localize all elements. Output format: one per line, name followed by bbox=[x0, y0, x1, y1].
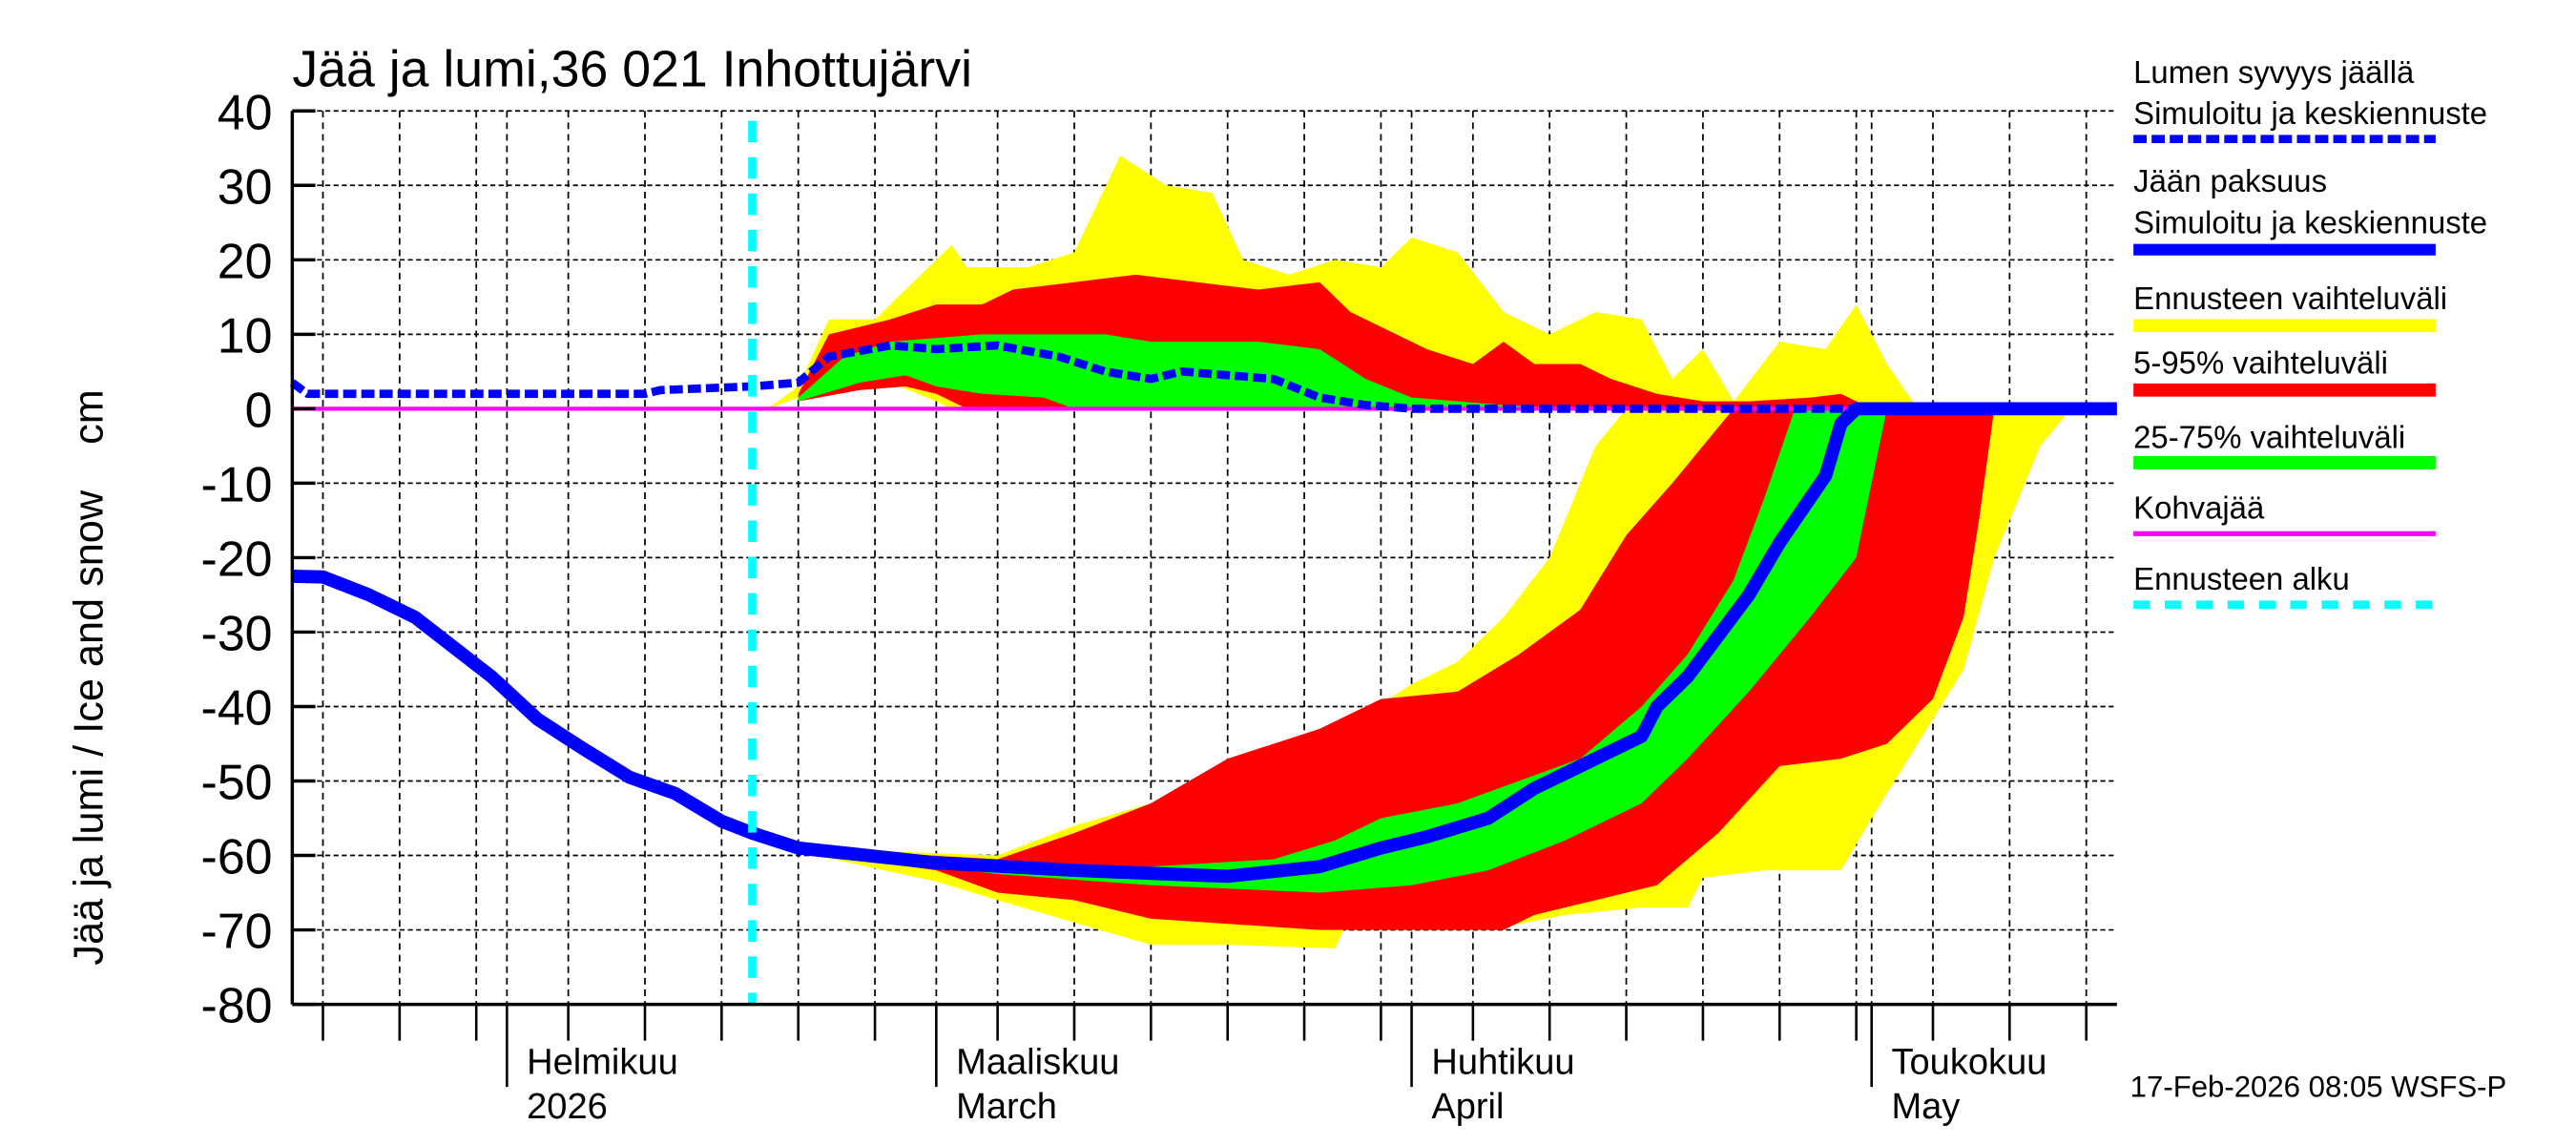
y-tick-label: 40 bbox=[218, 85, 273, 140]
ice-5-95-band bbox=[798, 408, 1995, 930]
legend-label: 25-75% vaihteluväli bbox=[2133, 419, 2405, 454]
y-tick-label: 20 bbox=[218, 234, 273, 289]
legend-sublabel: Simuloitu ja keskiennuste bbox=[2133, 95, 2487, 131]
y-tick-label: -30 bbox=[201, 606, 273, 661]
chart-title: Jää ja lumi,36 021 Inhottujärvi bbox=[292, 40, 972, 97]
legend-label: Lumen syvyys jäällä bbox=[2133, 54, 2415, 90]
ice-thickness-line bbox=[292, 402, 2117, 884]
y-tick-label: 0 bbox=[245, 383, 273, 438]
month-label: Maaliskuu bbox=[956, 1042, 1119, 1082]
legend-label: Ennusteen alku bbox=[2133, 561, 2350, 596]
month-label-secondary: 2026 bbox=[527, 1087, 608, 1127]
ice-25-75-band bbox=[798, 408, 1887, 893]
legend: Lumen syvyys jäällä Simuloitu ja keskienn… bbox=[2133, 54, 2487, 610]
lines bbox=[289, 120, 2117, 1005]
footer-timestamp: 17-Feb-2026 08:05 WSFS-P bbox=[2130, 1071, 2507, 1104]
legend-sublabel: Simuloitu ja keskiennuste bbox=[2133, 204, 2487, 239]
y-tick-label: -80 bbox=[201, 979, 273, 1034]
y-tick-label: -10 bbox=[201, 457, 273, 512]
snow-depth-line bbox=[289, 341, 1857, 413]
bands bbox=[767, 156, 2071, 949]
y-axis-label: Jää ja lumi / Ice and snow cm bbox=[66, 389, 112, 965]
y-tick-label: -40 bbox=[201, 681, 273, 737]
y-tick-label: -70 bbox=[201, 905, 273, 960]
month-label-secondary: May bbox=[1891, 1087, 1960, 1127]
month-label-secondary: March bbox=[956, 1087, 1057, 1127]
month-label-secondary: April bbox=[1431, 1087, 1504, 1127]
legend-label: 5-95% vaihteluväli bbox=[2133, 344, 2388, 380]
legend-label: Kohvajää bbox=[2133, 490, 2265, 526]
y-tick-label: 30 bbox=[218, 159, 273, 215]
y-tick-label: -60 bbox=[201, 830, 273, 885]
month-label: Helmikuu bbox=[527, 1042, 678, 1082]
axes: 40 30 20 10 0 -10 -20 -30 -40 -50 -60 -70 -80 Helmiku… bbox=[201, 85, 2117, 1127]
y-tick-label: -20 bbox=[201, 531, 273, 587]
legend-label: Jään paksuus bbox=[2133, 163, 2327, 198]
month-label: Huhtikuu bbox=[1431, 1042, 1574, 1082]
y-tick-label: 10 bbox=[218, 308, 273, 364]
y-tick-label: -50 bbox=[201, 756, 273, 811]
month-label: Toukokuu bbox=[1891, 1042, 2046, 1082]
legend-label: Ennusteen vaihteluväli bbox=[2133, 281, 2447, 316]
